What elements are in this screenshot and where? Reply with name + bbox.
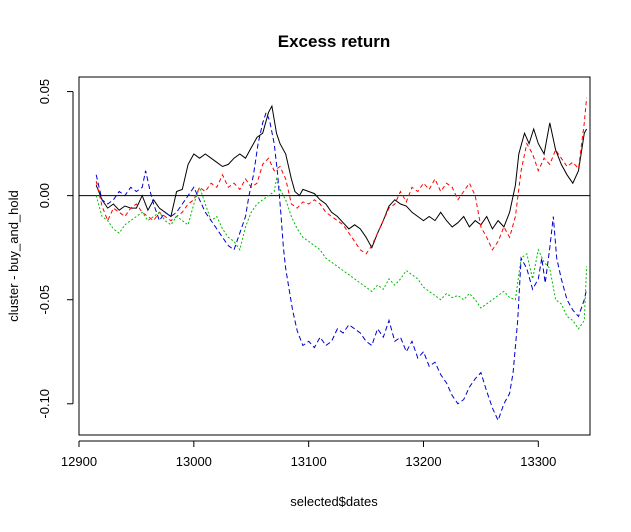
x-axis: 12900 13000 13100 13200 13300 — [61, 440, 556, 469]
series-line-1 — [95, 104, 588, 249]
series-line-3 — [95, 177, 588, 330]
y-tick-label: -0.05 — [37, 285, 52, 315]
y-tick-label: 0.00 — [37, 183, 52, 208]
series-line-2 — [95, 97, 588, 255]
x-tick-label: 13100 — [291, 454, 327, 469]
plot-frame — [78, 76, 591, 436]
x-axis-label: selected$dates — [290, 494, 378, 509]
y-axis: 0.05 0.00 -0.05 -0.10 — [37, 79, 74, 419]
y-tick-label: -0.10 — [37, 389, 52, 419]
chart-title: Excess return — [278, 32, 390, 51]
series-line-4 — [95, 110, 588, 422]
y-axis-label: cluster - buy_and_hold — [6, 190, 21, 322]
x-tick-label: 13000 — [176, 454, 212, 469]
y-tick-label: 0.05 — [37, 79, 52, 104]
x-tick-label: 13300 — [520, 454, 556, 469]
x-tick-label: 12900 — [61, 454, 97, 469]
x-tick-label: 13200 — [405, 454, 441, 469]
series-group — [95, 97, 588, 422]
